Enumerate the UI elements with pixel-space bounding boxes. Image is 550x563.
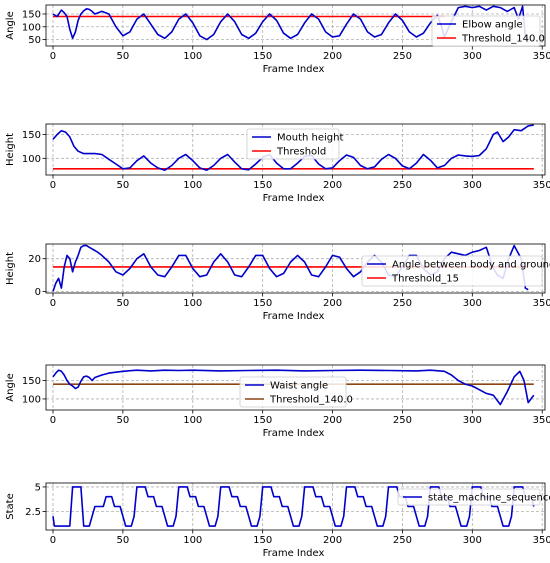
chart-panel-5: 0 50 100 150 200 250 300 350 2.5 5 Frame Index Stat…	[5, 482, 550, 559]
y-tick-label: 2.5	[25, 507, 41, 518]
x-tick-label: 350	[533, 180, 550, 191]
x-tick-label: 200	[323, 415, 342, 426]
series-line-1	[52, 486, 535, 527]
y-tick-label: 50	[28, 35, 41, 46]
x-axis-label: Frame Index	[263, 548, 325, 559]
legend-box	[397, 488, 541, 506]
x-tick-label: 350	[533, 298, 550, 309]
x-axis-label: Frame Index	[263, 311, 325, 322]
legend: Waist angle Threshold_140.0	[239, 376, 353, 408]
legend: Mouth height Threshold	[246, 128, 343, 160]
legend-label: Elbow angle	[462, 20, 523, 31]
axes-frame	[45, 243, 546, 294]
x-tick-label: 100	[183, 180, 202, 191]
y-tick-label: 150	[22, 376, 41, 387]
legend-box	[239, 376, 347, 408]
x-tick-label: 250	[393, 51, 412, 62]
x-tick-label: 50	[117, 415, 130, 426]
series-line-1	[52, 244, 529, 292]
y-tick-label: 20	[28, 254, 41, 265]
x-tick-label: 150	[253, 51, 272, 62]
y-axis-label: Height	[5, 252, 16, 285]
legend-box	[431, 15, 541, 47]
y-axis-label: Angle	[5, 373, 16, 401]
x-tick-label: 300	[463, 51, 482, 62]
x-tick-label: 300	[463, 535, 482, 546]
series-line-1	[52, 124, 534, 171]
x-tick-label: 250	[393, 415, 412, 426]
x-tick-label: 350	[533, 51, 550, 62]
chart-panel-1: 0 50 100 150 200 250 300 350 50 100 150 Frame Index…	[5, 4, 550, 75]
chart-panel-2: 0 50 100 150 200 250 300 350 100 150 Frame Index He…	[5, 123, 550, 204]
chart-panel-3: 0 50 100 150 200 250 300 350 0 20 Frame Index Heigh…	[5, 243, 550, 322]
legend-label: Waist angle	[270, 381, 328, 392]
x-tick-label: 50	[117, 180, 130, 191]
x-tick-label: 150	[253, 180, 272, 191]
x-tick-label: 50	[117, 51, 130, 62]
x-tick-label: 0	[50, 535, 56, 546]
legend-label: state_machine_sequence	[428, 493, 550, 504]
x-tick-label: 100	[183, 51, 202, 62]
x-tick-label: 100	[183, 535, 202, 546]
x-tick-label: 150	[253, 535, 272, 546]
x-tick-label: 150	[253, 298, 272, 309]
legend-label: Threshold	[276, 147, 326, 158]
y-tick-label: 100	[22, 154, 41, 165]
legend-label: Angle between body and ground	[392, 260, 550, 271]
y-tick-label: 150	[22, 9, 41, 20]
legend: Elbow angle Threshold_140.0	[431, 15, 545, 47]
legend-label: Threshold_140.0	[269, 395, 353, 406]
x-tick-label: 0	[50, 180, 56, 191]
x-axis-label: Frame Index	[263, 193, 325, 204]
legend-box	[361, 255, 543, 287]
x-tick-label: 250	[393, 180, 412, 191]
series-line-1	[52, 369, 535, 406]
x-tick-label: 350	[533, 415, 550, 426]
axes-frame	[45, 4, 546, 47]
legend-label: Mouth height	[277, 133, 343, 144]
x-tick-label: 200	[323, 298, 342, 309]
axes-frame	[45, 364, 546, 411]
x-tick-label: 200	[323, 180, 342, 191]
y-tick-label: 5	[35, 482, 41, 493]
y-axis-label: Angle	[5, 11, 16, 39]
x-tick-label: 250	[393, 298, 412, 309]
axes-frame	[45, 123, 546, 176]
legend: Angle between body and ground Threshold_1…	[361, 255, 550, 287]
y-tick-label: 150	[22, 130, 41, 141]
x-axis-label: Frame Index	[263, 428, 325, 439]
x-tick-label: 100	[183, 298, 202, 309]
legend: state_machine_sequence	[397, 488, 550, 506]
x-tick-label: 250	[393, 535, 412, 546]
x-tick-label: 300	[463, 180, 482, 191]
x-tick-label: 300	[463, 298, 482, 309]
x-tick-label: 150	[253, 415, 272, 426]
axes-frame	[45, 482, 546, 531]
x-tick-label: 350	[533, 535, 550, 546]
y-axis-label: Height	[5, 133, 16, 166]
y-tick-label: 100	[22, 394, 41, 405]
x-tick-label: 300	[463, 415, 482, 426]
y-tick-label: 0	[35, 287, 41, 298]
x-axis-label: Frame Index	[263, 64, 325, 75]
x-tick-label: 0	[50, 415, 56, 426]
x-tick-label: 50	[117, 535, 130, 546]
legend-label: Threshold_140.0	[461, 34, 545, 45]
x-tick-label: 200	[323, 535, 342, 546]
x-tick-label: 0	[50, 298, 56, 309]
x-tick-label: 100	[183, 415, 202, 426]
x-tick-label: 50	[117, 298, 130, 309]
x-tick-label: 200	[323, 51, 342, 62]
y-axis-label: State	[5, 493, 16, 519]
x-tick-label: 0	[50, 51, 56, 62]
y-tick-label: 100	[22, 22, 41, 33]
chart-panel-4: 0 50 100 150 200 250 300 350 100 150 Frame Index An…	[5, 364, 550, 439]
legend-label: Threshold_15	[391, 274, 459, 285]
